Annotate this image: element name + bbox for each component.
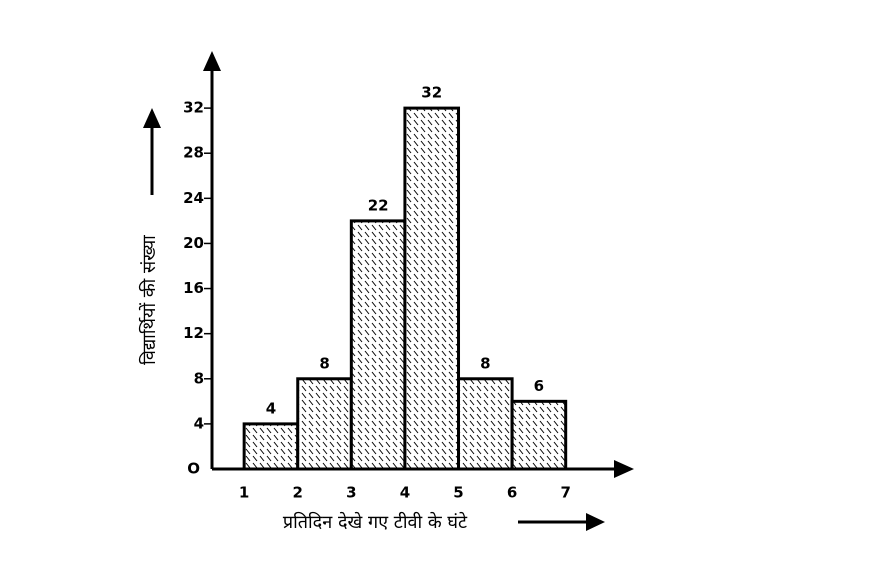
- data-label: 8: [480, 354, 490, 372]
- y-tick-label: 8: [194, 369, 204, 387]
- x-tick-label: 2: [293, 484, 303, 502]
- x-tick-label: 6: [507, 484, 517, 502]
- data-label: 22: [368, 196, 389, 214]
- y-tick-label: 28: [183, 144, 204, 162]
- data-label: 8: [319, 354, 329, 372]
- x-axis-arrowhead: [614, 460, 634, 478]
- x-tick-label: 7: [560, 484, 570, 502]
- y-axis-arrowhead: [203, 51, 221, 71]
- y-tick-label: 20: [183, 234, 204, 252]
- y-tick-label: O: [187, 460, 200, 478]
- y-tick-label: 32: [183, 99, 204, 117]
- x-tick-label: 4: [400, 484, 410, 502]
- bar: [510, 399, 568, 471]
- x-tick-label: 5: [453, 484, 463, 502]
- bar: [242, 422, 300, 471]
- y-tick-label: 24: [183, 189, 204, 207]
- data-label: 32: [421, 84, 442, 102]
- x-axis-label: प्रतिदिन देखे गए टीवी के घंटे: [283, 511, 468, 533]
- bar: [349, 219, 407, 471]
- bar: [296, 377, 353, 471]
- y-tick-label: 4: [194, 414, 204, 432]
- x-tick-label: 3: [346, 484, 356, 502]
- x-label-arrowhead: [586, 513, 605, 531]
- data-label: 6: [534, 377, 544, 395]
- bar: [403, 106, 461, 471]
- y-label-arrowhead: [143, 108, 161, 128]
- x-tick-label: 1: [239, 484, 249, 502]
- y-tick-label: 16: [183, 279, 204, 297]
- data-label: 4: [266, 399, 276, 417]
- y-tick-label: 12: [183, 324, 204, 342]
- bar: [457, 377, 514, 471]
- y-axis-label: विद्यार्थियों की संख्या: [138, 235, 160, 365]
